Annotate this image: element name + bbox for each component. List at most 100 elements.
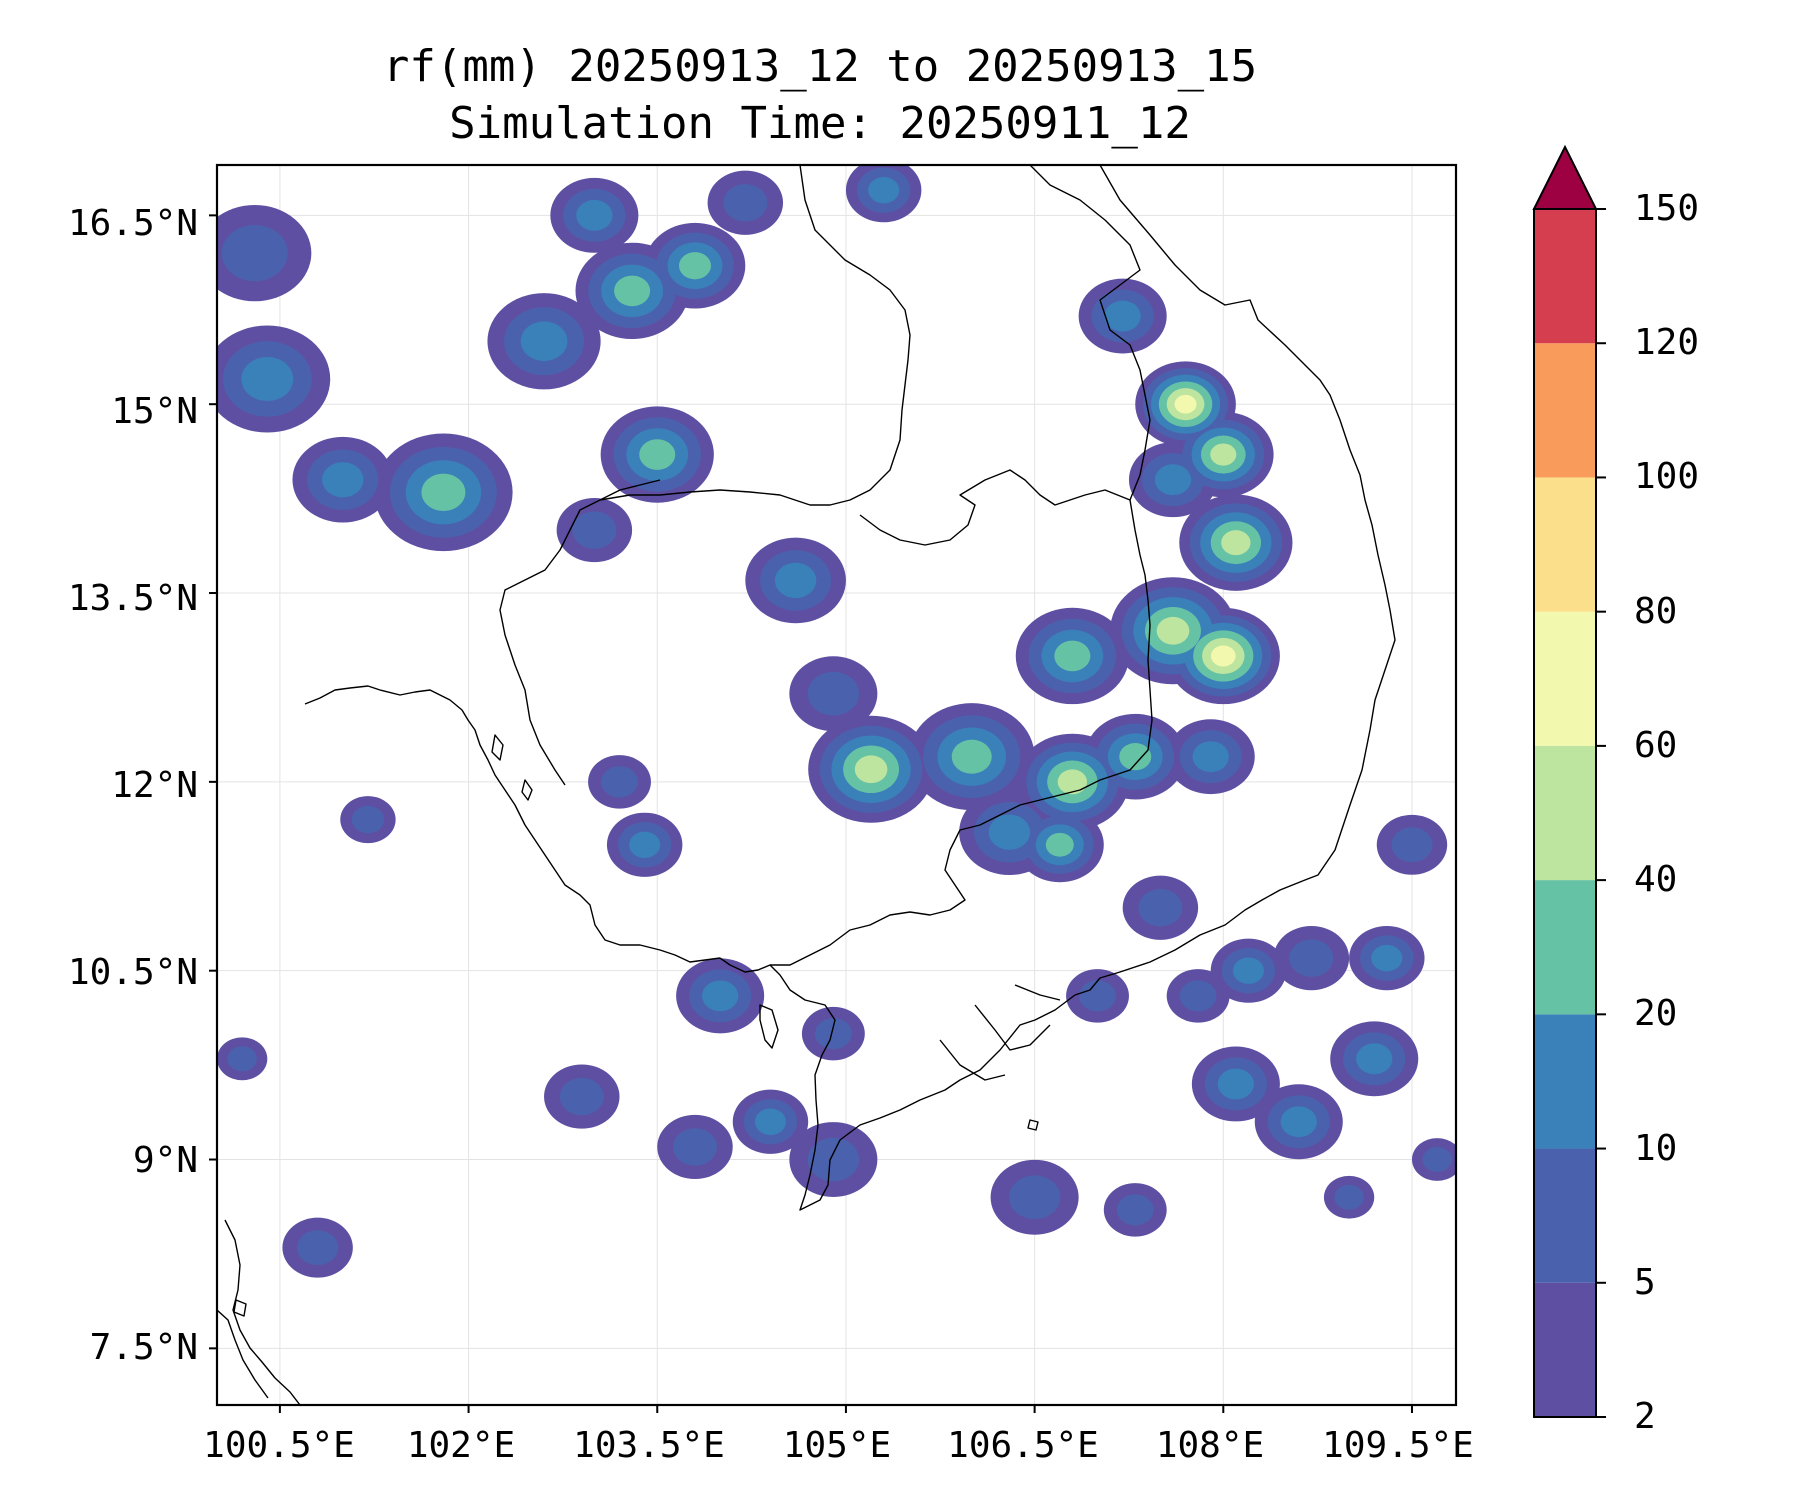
rainfall-contour <box>1210 645 1236 667</box>
rainfall-contour <box>807 1137 860 1182</box>
rainfall-contour <box>1280 1106 1317 1138</box>
plot-title-line-1: rf(mm) 20250913_12 to 20250913_15 <box>382 41 1258 92</box>
lat-tick-label: 7.5°N <box>89 1327 198 1368</box>
rainfall-field <box>217 165 1456 1278</box>
map-panel <box>217 165 1456 1405</box>
rainfall-contour <box>702 980 739 1012</box>
rainfall-contour <box>854 755 888 784</box>
rainfall-contour <box>754 1108 787 1135</box>
rainfall-contour <box>1179 980 1217 1012</box>
colorbar-segment <box>1534 477 1596 612</box>
rainfall-contour <box>297 1230 339 1266</box>
coastline-vietnam <box>1074 165 1396 996</box>
colorbar-tick-label: 100 <box>1634 456 1700 498</box>
island-phu-quoc <box>759 1004 779 1049</box>
rainfall-contour <box>639 439 676 470</box>
rainfall-contour <box>1174 394 1197 414</box>
colorbar-frame <box>1533 208 1597 1418</box>
island-koh-chang <box>491 734 504 761</box>
plot-title-line-2: Simulation Time: 20250911_12 <box>449 98 1191 149</box>
rainfall-contour <box>520 321 568 362</box>
border-cambodia-vietnam <box>770 499 1153 966</box>
rainfall-contour <box>1334 1184 1364 1210</box>
coastline-west-peninsula <box>217 1309 269 1399</box>
island-con-son <box>1027 1119 1039 1131</box>
mekong-channel-1 <box>974 1004 1051 1051</box>
rainfall-contour <box>601 766 638 798</box>
lon-tick-label: 103.5°E <box>573 1425 725 1466</box>
rainfall-contour <box>576 199 613 231</box>
colorbar-tick-label: 60 <box>1634 724 1678 766</box>
lat-tick-label: 10.5°N <box>67 952 198 993</box>
rainfall-contour <box>1371 944 1403 972</box>
colorbar-extend-arrow <box>1532 144 1598 210</box>
colorbar-segment <box>1534 209 1596 344</box>
lon-tick-label: 109.5°E <box>1322 1425 1474 1466</box>
rainfall-contour <box>951 739 992 774</box>
rainfall-contour <box>1192 741 1229 773</box>
rainfall-contour <box>1054 640 1091 672</box>
coastlines-borders <box>217 165 1396 1405</box>
colorbar-tick-label: 5 <box>1634 1261 1656 1303</box>
rainfall-contour <box>1138 889 1183 927</box>
rainfall-contour <box>227 1046 257 1072</box>
rainfall-contour <box>1221 530 1251 556</box>
border-thai-cambodia <box>499 489 811 786</box>
rainfall-contour <box>614 275 651 307</box>
rainfall-contour <box>1391 827 1433 863</box>
rainfall-contour <box>774 562 817 599</box>
rainfall-contour <box>241 356 294 402</box>
rainfall-contour <box>629 831 661 859</box>
rainfall-contour <box>1045 832 1074 857</box>
rainfall-contour <box>559 1077 604 1116</box>
rainfall-contour <box>351 805 385 834</box>
rainfall-contour <box>421 473 466 512</box>
rainfall-contour <box>988 814 1031 850</box>
border-lao-vietnam <box>1029 165 1151 501</box>
lat-tick-label: 13.5°N <box>67 578 198 619</box>
colorbar-segment <box>1534 611 1596 746</box>
rainfall-contour <box>868 176 900 204</box>
rainfall-contour <box>1008 1175 1061 1220</box>
rainfall-contour <box>1422 1147 1452 1173</box>
coastline-malay-peninsula <box>224 1219 301 1405</box>
colorbar-segment <box>1534 1014 1596 1149</box>
rainfall-contour <box>1057 769 1088 795</box>
coastline-mekong-delta <box>719 957 1076 1211</box>
colorbar-tick-label: 150 <box>1634 188 1700 229</box>
lon-tick-label: 100.5°E <box>203 1425 355 1466</box>
colorbar-segment <box>1534 1282 1596 1417</box>
rainfall-contour <box>1232 957 1264 984</box>
mekong-channel-2 <box>939 1039 1006 1081</box>
lat-tick-label: 9°N <box>132 1140 198 1181</box>
rainfall-contour <box>1156 616 1190 645</box>
colorbar-tick-label: 2 <box>1634 1396 1656 1437</box>
rainfall-contour <box>807 671 860 716</box>
rainfall-contour <box>1210 443 1237 466</box>
axis-ticks <box>209 214 1413 1413</box>
rainfall-contour <box>1119 743 1152 771</box>
rainfall-contour <box>1356 1043 1393 1075</box>
rainfall-contour <box>672 1128 718 1166</box>
lat-tick-label: 16.5°N <box>67 203 198 244</box>
lat-tick-label: 15°N <box>111 391 198 432</box>
colorbar-tick-label: 80 <box>1634 590 1678 632</box>
colorbar-segment <box>1534 343 1596 478</box>
rainfall-contour <box>1217 1068 1255 1100</box>
border-lao-cambodia <box>859 469 1131 546</box>
rainfall-contour <box>1104 300 1141 332</box>
colorbar-tick-label: 40 <box>1634 859 1678 901</box>
rainfall-contour <box>1116 1194 1154 1226</box>
lon-tick-label: 106.5°E <box>947 1425 1099 1466</box>
rainfall-contour <box>221 225 288 282</box>
colorbar-tick-label: 120 <box>1634 322 1700 364</box>
rainfall-contour <box>322 462 364 498</box>
rainfall-contour <box>1289 939 1334 977</box>
rainfall-contour <box>723 184 768 222</box>
coastline-gulf-east <box>304 685 721 963</box>
colorbar-tick-label: 20 <box>1634 993 1678 1035</box>
border-thai-lao <box>799 165 911 506</box>
colorbar-segment <box>1534 880 1596 1015</box>
colorbar-segment <box>1534 745 1596 881</box>
